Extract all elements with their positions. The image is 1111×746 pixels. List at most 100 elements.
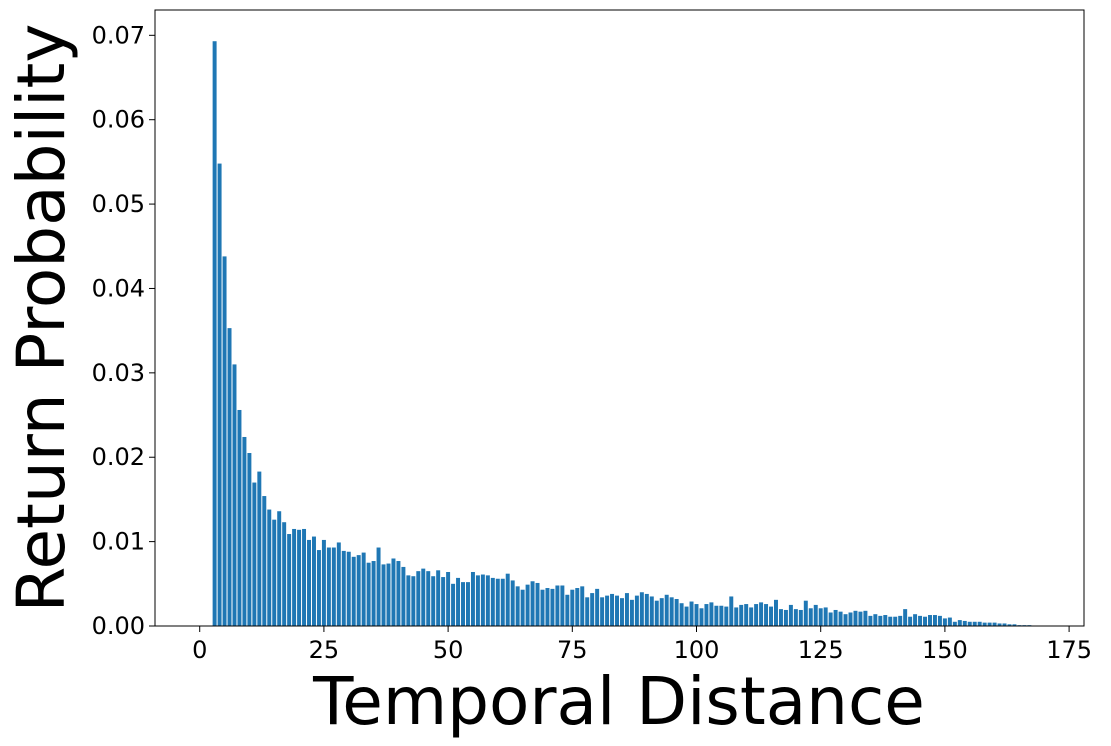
bar [406,575,411,626]
bar [649,596,654,626]
x-tick-label: 50 [433,636,464,664]
bar [470,571,475,626]
bar [654,600,659,626]
bar [356,555,361,626]
bar [957,620,962,626]
x-tick-label: 100 [674,636,720,664]
y-tick-label: 0.00 [92,612,145,640]
bar [560,585,565,626]
bar [426,571,431,626]
bar [282,522,287,626]
bar [456,577,461,626]
bar [520,589,525,626]
bar [1007,624,1012,626]
bar [967,621,972,626]
bar [575,588,580,626]
bar [913,614,918,626]
bar [803,600,808,626]
bar [928,615,932,626]
bar [997,623,1002,626]
bar [818,608,823,626]
bar [808,608,813,626]
bar [311,536,316,626]
bar [257,471,262,626]
bar [714,605,719,626]
bar [644,593,649,626]
bar [838,611,843,626]
bar [371,561,376,626]
x-axis-label: Temporal Distance [312,663,925,740]
bar [227,328,232,626]
bar [744,604,749,626]
bar [600,597,605,626]
bar [828,612,833,626]
bar [530,581,535,626]
bar [664,594,669,626]
bar [694,604,699,626]
bar [212,41,217,626]
bar [485,575,490,626]
bar [883,615,888,626]
bar [272,519,277,626]
bar [237,409,242,626]
bar [401,566,406,626]
bar [287,534,292,626]
bar [669,597,674,626]
y-tick-label: 0.01 [92,528,145,556]
bar [431,576,436,626]
bar [793,609,798,626]
bar [386,563,391,626]
bar [778,609,783,626]
x-tick-label: 150 [922,636,968,664]
bar [465,582,470,626]
bar [316,550,321,626]
bar [629,599,634,626]
bar [724,606,729,626]
bar [813,604,818,626]
bar [774,599,778,626]
bar [232,364,237,626]
bar [461,582,465,626]
bar [495,578,500,626]
bar [326,547,331,626]
bar [366,562,371,626]
bar [446,571,451,626]
bar [853,610,858,626]
bar [868,615,873,626]
bar [421,568,426,626]
bar [336,542,341,626]
y-tick-label: 0.06 [92,106,145,134]
bar [769,606,774,626]
bar [302,528,307,626]
bar [952,621,957,626]
bar [699,608,704,626]
bar [719,605,724,626]
bar [903,609,908,626]
bar [863,610,868,626]
y-tick-label: 0.07 [92,21,145,49]
bar [510,580,515,626]
bar [788,604,793,626]
bar [217,163,222,627]
bar [1012,624,1017,626]
bar [505,573,510,626]
bar [341,550,346,626]
x-tick-label: 175 [1046,636,1092,664]
y-axis-label: Return Probability [3,24,80,613]
bar [764,604,769,626]
bar [411,576,416,626]
bar [754,604,759,626]
bar [684,606,689,626]
bar [1002,623,1007,626]
bar [500,578,505,626]
bar [918,615,923,626]
bar [615,595,620,626]
bar [972,621,977,626]
bar [937,615,942,626]
bar [550,588,555,626]
bar [525,584,530,626]
bar [942,618,947,626]
bar [823,607,828,626]
bar [252,482,257,626]
bar [992,622,997,626]
